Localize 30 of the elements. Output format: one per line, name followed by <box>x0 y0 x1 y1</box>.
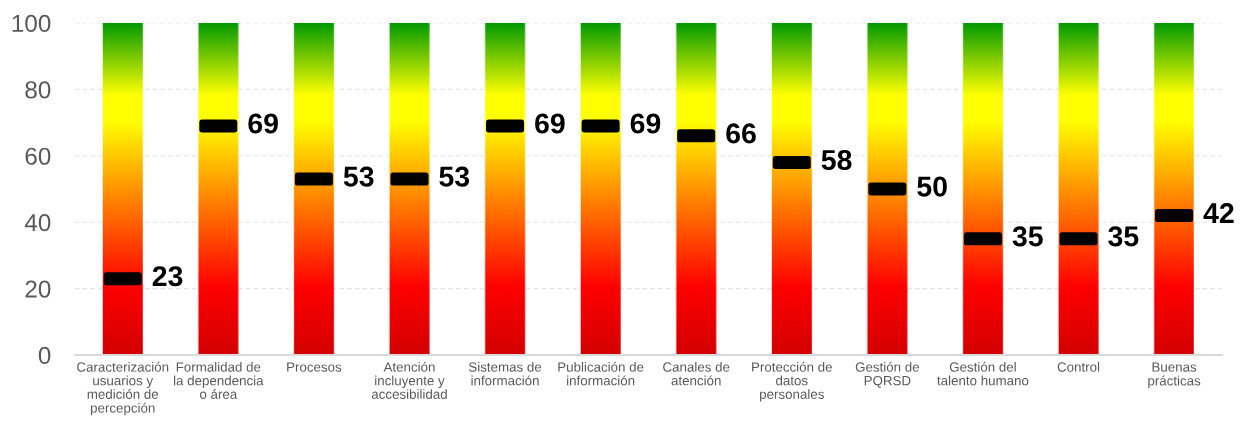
y-tick-label: 40 <box>24 214 51 232</box>
x-tick-label: Sistemas de información <box>468 361 542 386</box>
data-label: 66 <box>726 123 756 144</box>
data-label: 35 <box>1012 226 1043 247</box>
x-tick-label: Caracterización usuarios y medición de percepción <box>77 361 169 416</box>
x-tick-label: Atención incluyente y accesibilidad <box>371 361 447 399</box>
y-tick-label: 20 <box>25 280 51 298</box>
data-label: 58 <box>821 149 852 171</box>
data-label: 53 <box>343 166 374 187</box>
y-tick-label: 60 <box>25 147 51 165</box>
x-tick-label: Control <box>1057 361 1100 372</box>
data-label: 50 <box>917 176 947 197</box>
x-tick-label: Gestión de PQRSD <box>855 361 919 388</box>
data-label: 69 <box>630 113 661 134</box>
x-tick-label: Gestión del talento humano <box>937 361 1029 386</box>
data-label: 42 <box>1203 203 1234 223</box>
x-tick-label: Publicación de información <box>558 361 644 386</box>
x-tick-label: Buenas prácticas <box>1148 362 1201 389</box>
data-label: 69 <box>248 113 278 134</box>
x-tick-label: Formalidad de la dependencia o área <box>173 361 264 399</box>
data-label: 35 <box>1108 226 1139 247</box>
y-tick-label: 100 <box>12 14 51 33</box>
data-label: 53 <box>439 166 470 187</box>
y-tick-label: 80 <box>25 81 51 99</box>
x-tick-label: Canales de atención <box>663 361 730 386</box>
data-label: 69 <box>535 113 565 134</box>
y-tick-label: 0 <box>38 346 51 365</box>
x-tick-label: Procesos <box>287 362 342 372</box>
x-tick-label: Protección de datos personales <box>752 361 832 402</box>
data-label: 23 <box>152 266 183 287</box>
